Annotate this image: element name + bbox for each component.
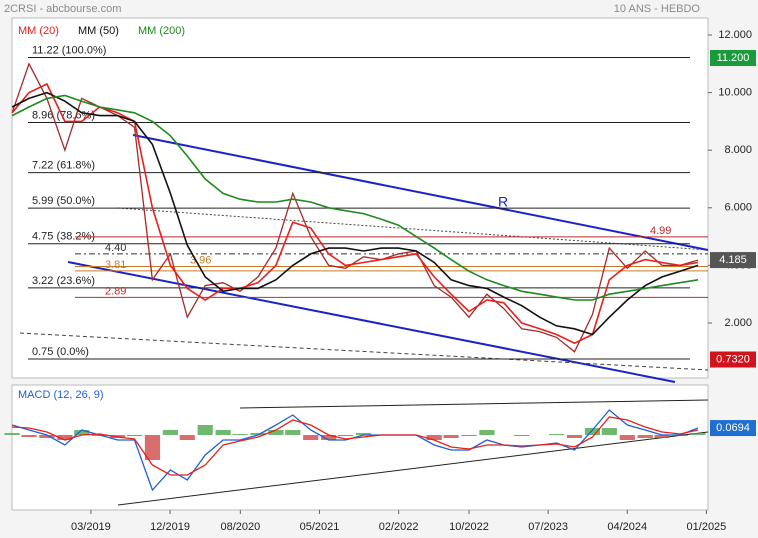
histogram-bar <box>461 435 477 436</box>
macd-title: MACD (12, 26, 9) <box>18 389 104 401</box>
histogram-bar <box>215 430 231 435</box>
histogram-bar <box>74 430 90 435</box>
x-tick-label: 12/2019 <box>150 521 190 533</box>
histogram-bar <box>514 435 530 436</box>
histogram-bar <box>21 435 37 437</box>
histogram-bar <box>4 433 20 435</box>
level-label: 4.99 <box>650 225 671 237</box>
histogram-bar <box>162 430 178 435</box>
histogram-bar <box>337 435 354 436</box>
fibonacci-label: 5.99 (50.0%) <box>32 195 95 207</box>
moving-average <box>11 91 699 336</box>
y-tick-label: 8.000 <box>724 144 752 156</box>
x-tick-label: 07/2023 <box>528 521 568 533</box>
x-tick-label: 10/2022 <box>449 521 489 533</box>
moving-average <box>11 82 699 345</box>
histogram-bar <box>654 435 670 438</box>
legend-label: MM (20) <box>18 25 59 37</box>
histogram-bar <box>637 435 653 438</box>
fibonacci-label: 11.22 (100.0%) <box>32 44 106 56</box>
level-label: 4.40 <box>105 242 126 254</box>
histogram-bar <box>584 428 601 435</box>
chart-title: 2CRSI - abcbourse.com <box>4 3 121 15</box>
trendline <box>132 134 709 251</box>
level-label: 2.89 <box>105 285 126 297</box>
fibonacci-label: 4.75 (38.2%) <box>32 231 95 243</box>
price-panel <box>11 17 709 379</box>
histogram-bar <box>250 433 266 435</box>
x-tick-label: 02/2022 <box>379 521 419 533</box>
fibonacci-label: 3.22 (23.6%) <box>32 275 95 287</box>
value-marker-label: 0.7320 <box>716 353 750 365</box>
x-tick-label: 05/2021 <box>300 521 340 533</box>
legend-label: MM (50) <box>78 25 119 37</box>
histogram-bar <box>232 434 248 435</box>
histogram-bar <box>321 435 337 440</box>
histogram-bar <box>268 430 284 435</box>
histogram-bar <box>126 435 143 436</box>
value-marker-label: 11.200 <box>717 52 750 64</box>
trendline <box>19 332 709 371</box>
histogram-bar <box>690 433 706 435</box>
macd-line <box>12 416 699 476</box>
trendline <box>117 207 709 251</box>
histogram-bar <box>426 435 442 440</box>
value-marker <box>710 252 756 269</box>
fibonacci-label: 7.22 (61.8%) <box>32 160 95 172</box>
price-line <box>11 62 699 353</box>
value-marker <box>710 420 756 437</box>
histogram-bar <box>144 435 161 460</box>
value-marker <box>710 351 756 368</box>
histogram-bar <box>179 435 195 440</box>
moving-average <box>11 94 699 301</box>
value-marker <box>710 50 756 67</box>
y-tick-label: 10.000 <box>718 86 752 98</box>
fibonacci-label: 0.75 (0.0%) <box>32 346 89 358</box>
histogram-bar <box>197 425 213 435</box>
level-label: 3.96 <box>190 254 211 266</box>
fibonacci-label: 8.96 (78.6%) <box>32 109 95 121</box>
histogram-bar <box>303 435 319 440</box>
x-tick-label: 01/2025 <box>687 521 727 533</box>
legend-label: MM (200) <box>138 25 185 37</box>
y-tick-label: 2.000 <box>724 317 752 329</box>
x-tick-label: 03/2019 <box>71 521 111 533</box>
trendline <box>117 431 709 506</box>
histogram-bar <box>57 435 73 440</box>
value-marker-label: 0.0694 <box>716 422 750 434</box>
level-label: 3.81 <box>105 259 126 271</box>
histogram-bar <box>285 430 301 435</box>
x-tick-label: 04/2024 <box>607 521 647 533</box>
value-marker-label: 4.185 <box>719 254 747 266</box>
histogram-bar <box>601 428 617 435</box>
y-tick-label: 12.000 <box>718 29 752 41</box>
histogram-bar <box>443 435 459 438</box>
x-tick-label: 08/2020 <box>220 521 260 533</box>
histogram-bar <box>619 435 635 440</box>
histogram-bar <box>548 434 565 435</box>
histogram-bar <box>39 435 55 438</box>
annotation: R <box>498 194 508 210</box>
trendline <box>239 399 709 409</box>
histogram-bar <box>479 430 495 435</box>
trendline <box>67 261 676 383</box>
histogram-bar <box>566 435 583 438</box>
chart-subtitle: 10 ANS - HEBDO <box>614 3 701 15</box>
histogram-bar <box>355 433 372 435</box>
y-tick-label: 6.000 <box>724 202 752 214</box>
macd-panel <box>11 384 709 511</box>
